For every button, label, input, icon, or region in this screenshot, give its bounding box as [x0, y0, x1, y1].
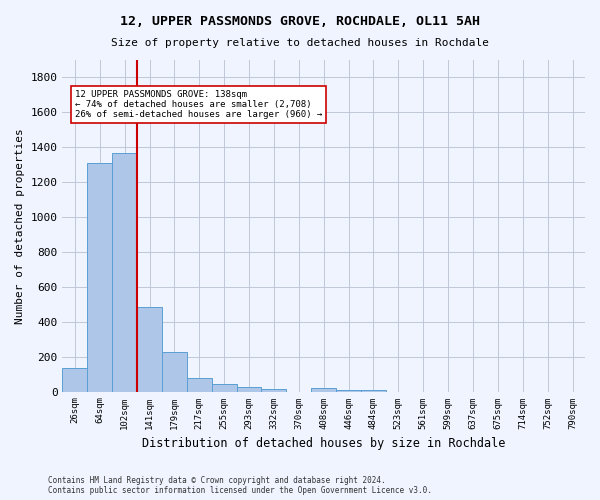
Bar — [311, 388, 336, 392]
Bar — [62, 368, 88, 392]
Bar — [162, 352, 187, 392]
Text: 12 UPPER PASSMONDS GROVE: 138sqm
← 74% of detached houses are smaller (2,708)
26: 12 UPPER PASSMONDS GROVE: 138sqm ← 74% o… — [75, 90, 322, 120]
Text: Size of property relative to detached houses in Rochdale: Size of property relative to detached ho… — [111, 38, 489, 48]
Bar — [137, 307, 162, 392]
X-axis label: Distribution of detached houses by size in Rochdale: Distribution of detached houses by size … — [142, 437, 505, 450]
Text: 12, UPPER PASSMONDS GROVE, ROCHDALE, OL11 5AH: 12, UPPER PASSMONDS GROVE, ROCHDALE, OL1… — [120, 15, 480, 28]
Bar — [187, 378, 212, 392]
Bar — [262, 389, 286, 392]
Bar — [361, 390, 386, 392]
Bar — [112, 154, 137, 392]
Text: Contains HM Land Registry data © Crown copyright and database right 2024.
Contai: Contains HM Land Registry data © Crown c… — [48, 476, 432, 495]
Bar — [88, 163, 112, 392]
Bar — [336, 390, 361, 392]
Bar — [236, 387, 262, 392]
Y-axis label: Number of detached properties: Number of detached properties — [15, 128, 25, 324]
Bar — [212, 384, 236, 392]
